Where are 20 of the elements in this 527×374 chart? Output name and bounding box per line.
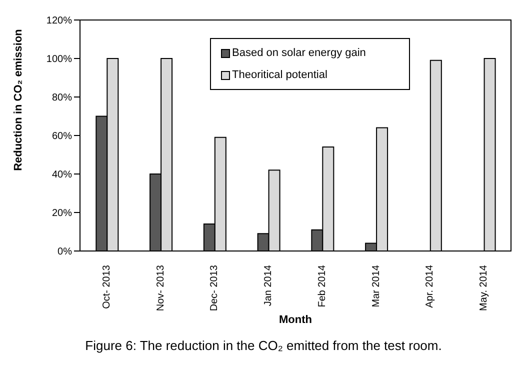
caption: Figure 6: The reduction in the CO₂ emitted from the test room. bbox=[84, 338, 443, 353]
y-tick-label: 60% bbox=[52, 131, 72, 142]
y-tick-label: 80% bbox=[52, 92, 72, 104]
x-tick-label: Feb 2014 bbox=[316, 264, 328, 308]
y-tick-label: 20% bbox=[52, 208, 72, 220]
x-tick-label: May. 2014 bbox=[478, 264, 490, 311]
x-tick-label: Apr. 2014 bbox=[424, 264, 436, 308]
y-tick-label: 40% bbox=[52, 170, 72, 181]
x-tick-label: Jan 2014 bbox=[263, 264, 274, 306]
x-tick-label: Mar 2014 bbox=[370, 264, 382, 308]
x-tick-label: Nov- 2013 bbox=[155, 264, 166, 312]
legend-label: Based on solar energy gain bbox=[232, 47, 366, 59]
x-axis-title: Month bbox=[279, 314, 312, 326]
y-tick-label: 120% bbox=[46, 16, 72, 27]
legend-label: Theoritical potential bbox=[232, 69, 328, 81]
x-tick-label: Oct- 2013 bbox=[101, 264, 112, 309]
y-axis-title: Reduction in CO₂ emission bbox=[12, 28, 24, 171]
y-tick-label: 0% bbox=[58, 246, 72, 258]
x-tick-label: Dec- 2013 bbox=[209, 264, 220, 312]
y-tick-label: 100% bbox=[46, 54, 72, 66]
